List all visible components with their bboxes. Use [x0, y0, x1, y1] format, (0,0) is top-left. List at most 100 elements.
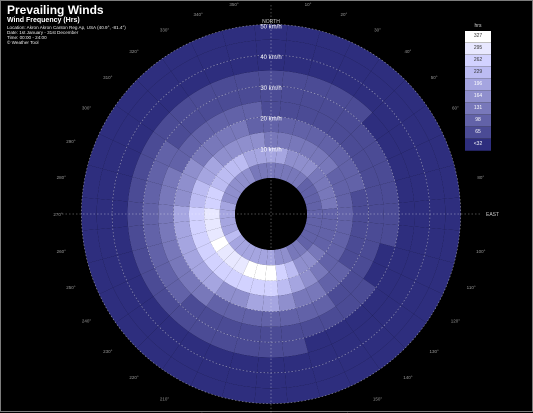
wind-cell: [286, 167, 301, 185]
wind-cell: [117, 146, 141, 177]
wind-cell: [241, 167, 256, 185]
bearing-label: 250°: [66, 285, 76, 290]
wind-cell: [320, 196, 338, 210]
legend-item: 327: [465, 31, 491, 43]
wind-cell: [132, 153, 155, 181]
wind-cell: [350, 278, 377, 305]
wind-cell: [424, 168, 445, 201]
wind-cell: [413, 287, 443, 323]
wind-cell: [237, 322, 262, 342]
wind-cell: [126, 274, 154, 306]
wind-cell: [312, 45, 345, 70]
wind-cell: [282, 337, 309, 357]
wind-cell: [128, 305, 159, 338]
wind-cell: [359, 239, 380, 262]
wind-cell: [216, 243, 235, 262]
wind-cell: [344, 42, 380, 72]
wind-cell: [338, 344, 371, 372]
wind-cell: [344, 356, 380, 386]
wind-cell: [143, 223, 163, 248]
wind-cell: [275, 263, 289, 281]
wind-cell: [292, 119, 313, 140]
wind-cell: [229, 119, 250, 140]
wind-cell: [292, 256, 310, 275]
wind-cell: [232, 256, 250, 275]
wind-cell: [197, 358, 230, 383]
wind-cell: [373, 159, 395, 185]
wind-cell: [242, 149, 258, 168]
wind-cell: [233, 71, 260, 91]
wind-cell: [257, 356, 285, 373]
bearing-label: 210°: [160, 396, 170, 401]
wind-cell: [204, 208, 220, 220]
wind-cell: [112, 226, 133, 256]
wind-cell: [178, 134, 203, 159]
wind-cell: [228, 234, 246, 251]
wind-cell: [223, 268, 243, 289]
wind-cell: [234, 171, 251, 189]
wind-cell: [305, 217, 323, 228]
wind-cell: [370, 337, 406, 370]
wind-cell: [394, 176, 414, 203]
wind-cell: [320, 218, 338, 232]
wind-cell: [350, 149, 374, 173]
wind-cell: [284, 40, 317, 61]
wind-cell: [263, 280, 279, 297]
wind-cell: [173, 188, 192, 207]
wind-cell: [265, 147, 277, 163]
wind-cell: [326, 121, 351, 146]
wind-cell: [99, 105, 129, 141]
wind-cell: [309, 146, 330, 167]
wind-cell: [276, 278, 293, 296]
wind-cell: [97, 168, 118, 201]
wind-cell: [283, 352, 313, 373]
wind-cell: [303, 192, 321, 205]
wind-cell: [140, 268, 166, 297]
wind-cell: [206, 293, 230, 317]
wind-cell: [329, 145, 351, 167]
chart-subtitle: Wind Frequency (Hrs): [7, 17, 80, 25]
wind-cell: [112, 200, 129, 228]
wind-cell: [379, 223, 399, 248]
wind-cell: [401, 114, 429, 147]
wind-cell: [224, 229, 242, 244]
wind-cell: [401, 281, 429, 314]
wind-cell: [126, 122, 154, 154]
wind-cell: [81, 197, 98, 231]
legend-item: 229: [465, 67, 491, 79]
legend-item: 164: [465, 91, 491, 103]
wind-cell: [331, 231, 351, 249]
wind-cell: [229, 352, 259, 373]
wind-cell: [249, 164, 262, 182]
north-label: NORTH: [262, 19, 280, 25]
wind-cell: [344, 96, 373, 124]
wind-cell: [212, 261, 233, 282]
wind-cell: [398, 201, 415, 227]
wind-cell: [292, 288, 313, 309]
wind-cell: [361, 112, 389, 141]
wind-cell: [215, 125, 237, 147]
time-text: Time: 00:00 - 24:00: [7, 34, 47, 40]
wind-cell: [179, 69, 211, 97]
wind-cell: [413, 200, 430, 228]
wind-cell: [203, 60, 234, 84]
wind-cell: [82, 164, 103, 199]
wind-cell: [318, 306, 345, 331]
wind-cell: [219, 200, 237, 211]
wind-cell: [257, 55, 285, 72]
wind-cell: [415, 255, 440, 288]
wind-cell: [202, 134, 224, 156]
wind-cell: [286, 243, 301, 261]
wind-cell: [113, 114, 141, 147]
wind-cell: [128, 176, 148, 203]
wind-cell: [278, 293, 297, 312]
wind-cell: [169, 96, 198, 124]
wind-cell: [339, 269, 364, 294]
wind-cell: [253, 147, 267, 165]
wind-cell: [409, 172, 430, 202]
wind-cell: [136, 337, 172, 370]
wind-cell: [444, 197, 461, 231]
wind-cell: [173, 221, 192, 240]
wind-cell: [300, 159, 319, 178]
